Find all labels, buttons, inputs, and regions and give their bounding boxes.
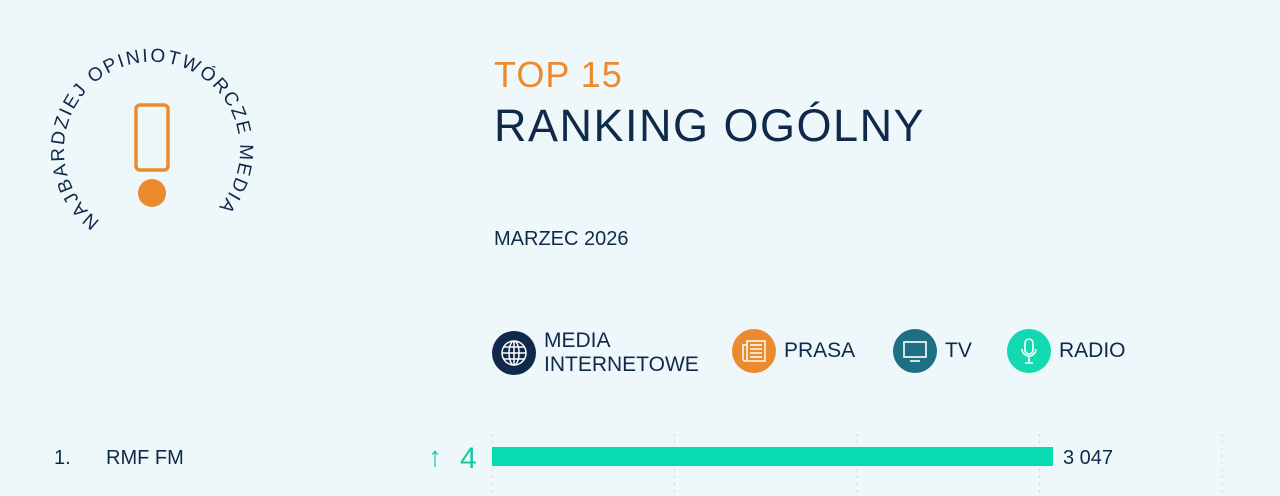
- value-label: 3 047: [1063, 447, 1113, 469]
- newspaper-icon: [732, 329, 776, 373]
- media-name: RMF FM: [106, 447, 184, 469]
- microphone-icon: [1007, 329, 1051, 373]
- globe-icon: [492, 331, 536, 375]
- ranking-chart: 1. RMF FM ↑ 4 3 047: [54, 434, 1223, 496]
- rank-change: 4: [460, 442, 477, 475]
- tv-icon: [893, 329, 937, 373]
- legend-tv: TV: [893, 329, 972, 373]
- page-title: RANKING OGÓLNY: [494, 100, 926, 151]
- badge-logo: NAJBARDZIEJ OPINIOTWÓRCZE MEDIA: [48, 45, 254, 233]
- exclamation-icon: [134, 103, 170, 172]
- bar: [492, 447, 1053, 466]
- legend-radio: RADIO: [1007, 329, 1126, 373]
- arrow-up-icon: ↑: [428, 441, 442, 472]
- top-label: TOP 15: [494, 54, 623, 95]
- legend-prasa: PRASA: [732, 329, 855, 373]
- date-label: MARZEC 2026: [494, 228, 629, 250]
- rank-label: 1.: [54, 447, 71, 469]
- legend-internet: MEDIA INTERNETOWE: [492, 329, 699, 377]
